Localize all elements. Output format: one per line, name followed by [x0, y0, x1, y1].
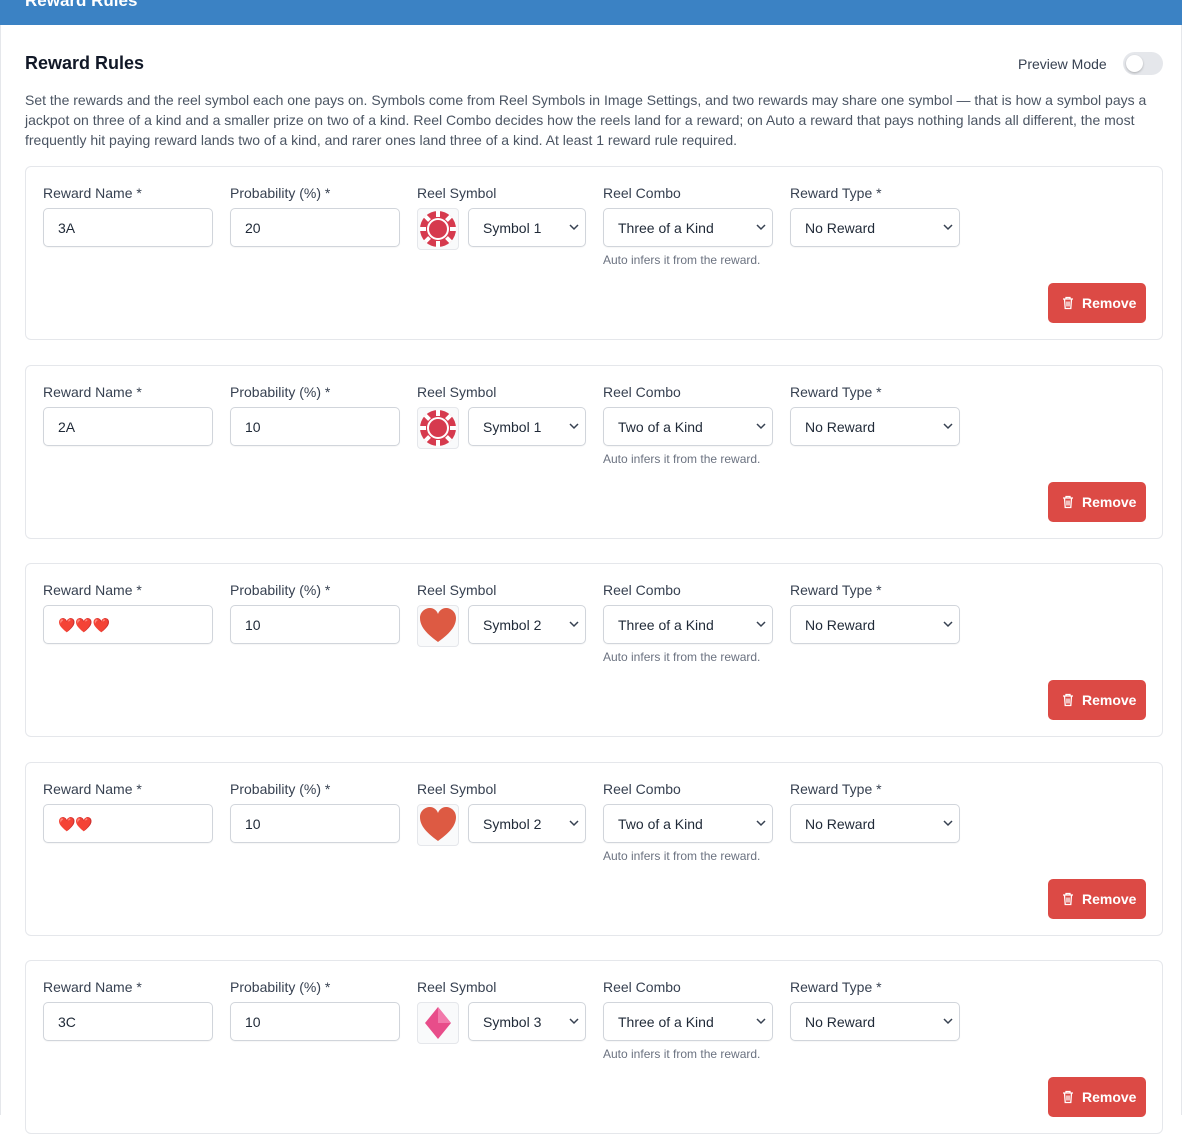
name-input[interactable]: 2A [43, 406, 213, 446]
field-label: Probability (%) * [230, 383, 331, 400]
field-label: Reel Combo [603, 185, 681, 201]
reward-card: Reward Name * Probability (%) * Reel Symbo… [25, 364, 1163, 539]
probability-input[interactable]: 10 [230, 803, 400, 843]
combo-select[interactable]: Two of a Kind [603, 803, 773, 843]
preview-label: Preview Mode [1018, 56, 1107, 72]
combo-hint: Auto infers it from the reward. [603, 848, 761, 863]
name-input[interactable]: ❤️❤️ [43, 803, 213, 843]
name-input[interactable]: 3C [43, 1002, 213, 1041]
field-label: Reward Name * [43, 979, 142, 995]
type-value: No Reward [805, 1014, 876, 1030]
name-input[interactable]: 3A [43, 208, 213, 247]
top-bar: Reward Rules [0, 0, 1182, 25]
combo-value: Three of a Kind [618, 220, 714, 236]
symbol-select[interactable]: Symbol 3 [468, 1002, 586, 1041]
field-label: Reward Type * [790, 780, 882, 797]
combo-hint: Auto infers it from the reward. [603, 451, 761, 466]
symbol-icon [417, 1002, 459, 1044]
combo-hint: Auto infers it from the reward. [603, 650, 761, 664]
symbol-select[interactable]: Symbol 1 [468, 406, 586, 446]
symbol-select[interactable]: Symbol 2 [468, 803, 586, 843]
reward-card: Reward Name * Probability (%) * Reel Symbo… [25, 563, 1163, 737]
type-value: No Reward [805, 815, 876, 832]
reward-card: Reward Name * Probability (%) * Reel Symbo… [25, 960, 1163, 1134]
field-label: Reel Combo [603, 979, 681, 995]
symbol-value: Symbol 1 [483, 418, 542, 435]
type-select[interactable]: No Reward [790, 803, 960, 843]
combo-select[interactable]: Three of a Kind [603, 208, 773, 247]
field-label: Probability (%) * [230, 979, 331, 995]
symbol-select[interactable]: Symbol 1 [468, 208, 586, 247]
remove-button[interactable]: Remove [1048, 878, 1146, 919]
symbol-value: Symbol 3 [483, 1014, 542, 1030]
type-select[interactable]: No Reward [790, 605, 960, 644]
type-value: No Reward [805, 418, 876, 435]
field-label: Reel Combo [603, 383, 681, 400]
remove-label: Remove [1082, 890, 1137, 907]
field-label: Reward Name * [43, 185, 142, 201]
type-select[interactable]: No Reward [790, 1002, 960, 1041]
remove-button[interactable]: Remove [1048, 680, 1146, 720]
probability-input[interactable]: 10 [230, 605, 400, 644]
field-label: Probability (%) * [230, 582, 331, 598]
type-select[interactable]: No Reward [790, 208, 960, 247]
field-label: Reward Type * [790, 383, 882, 400]
field-label: Reward Name * [43, 582, 142, 598]
combo-value: Two of a Kind [618, 418, 703, 435]
symbol-value: Symbol 2 [483, 617, 542, 633]
reward-card: Reward Name * Probability (%) * Reel Symbo… [25, 166, 1163, 340]
field-label: Reel Symbol [417, 979, 497, 995]
symbol-value: Symbol 2 [483, 815, 542, 832]
field-label: Probability (%) * [230, 780, 331, 797]
symbol-icon [417, 406, 459, 449]
combo-select[interactable]: Three of a Kind [603, 605, 773, 644]
combo-hint: Auto infers it from the reward. [603, 1047, 761, 1061]
field-label: Reel Combo [603, 780, 681, 797]
field-label: Reel Symbol [417, 185, 497, 201]
probability-input[interactable]: 10 [230, 1002, 400, 1041]
preview-toggle[interactable] [1123, 52, 1163, 75]
combo-select[interactable]: Two of a Kind [603, 406, 773, 446]
field-label: Reward Type * [790, 979, 882, 995]
top-bar-title: Reward Rules [25, 0, 138, 10]
field-label: Reel Symbol [417, 780, 497, 797]
combo-value: Three of a Kind [618, 1014, 714, 1030]
type-value: No Reward [805, 617, 876, 633]
remove-label: Remove [1082, 1089, 1137, 1105]
field-label: Reel Symbol [417, 383, 497, 400]
combo-value: Two of a Kind [618, 815, 703, 832]
field-label: Probability (%) * [230, 185, 331, 201]
field-label: Reward Name * [43, 780, 142, 797]
section-title: Reward Rules [25, 53, 145, 73]
probability-input[interactable]: 10 [230, 406, 400, 446]
name-input[interactable]: ❤️❤️❤️ [43, 605, 213, 644]
remove-label: Remove [1082, 493, 1137, 510]
combo-select[interactable]: Three of a Kind [603, 1002, 773, 1041]
description: Set the rewards and the reel symbol each… [25, 92, 1147, 148]
combo-hint: Auto infers it from the reward. [603, 253, 761, 267]
remove-label: Remove [1082, 692, 1137, 708]
field-label: Reel Symbol [417, 582, 497, 598]
remove-button[interactable]: Remove [1048, 1077, 1146, 1117]
symbol-icon [417, 803, 459, 846]
type-value: No Reward [805, 220, 876, 236]
symbol-select[interactable]: Symbol 2 [468, 605, 586, 644]
probability-input[interactable]: 20 [230, 208, 400, 247]
field-label: Reward Name * [43, 383, 142, 400]
field-label: Reward Type * [790, 582, 882, 598]
remove-button[interactable]: Remove [1048, 481, 1146, 522]
symbol-icon [417, 605, 459, 647]
type-select[interactable]: No Reward [790, 406, 960, 446]
symbol-icon [417, 208, 459, 250]
field-label: Reel Combo [603, 582, 681, 598]
field-label: Reward Type * [790, 185, 882, 201]
remove-button[interactable]: Remove [1048, 283, 1146, 323]
remove-label: Remove [1082, 295, 1137, 311]
symbol-value: Symbol 1 [483, 220, 542, 236]
combo-value: Three of a Kind [618, 617, 714, 633]
reward-card: Reward Name * Probability (%) * Reel Symbo… [25, 761, 1163, 936]
